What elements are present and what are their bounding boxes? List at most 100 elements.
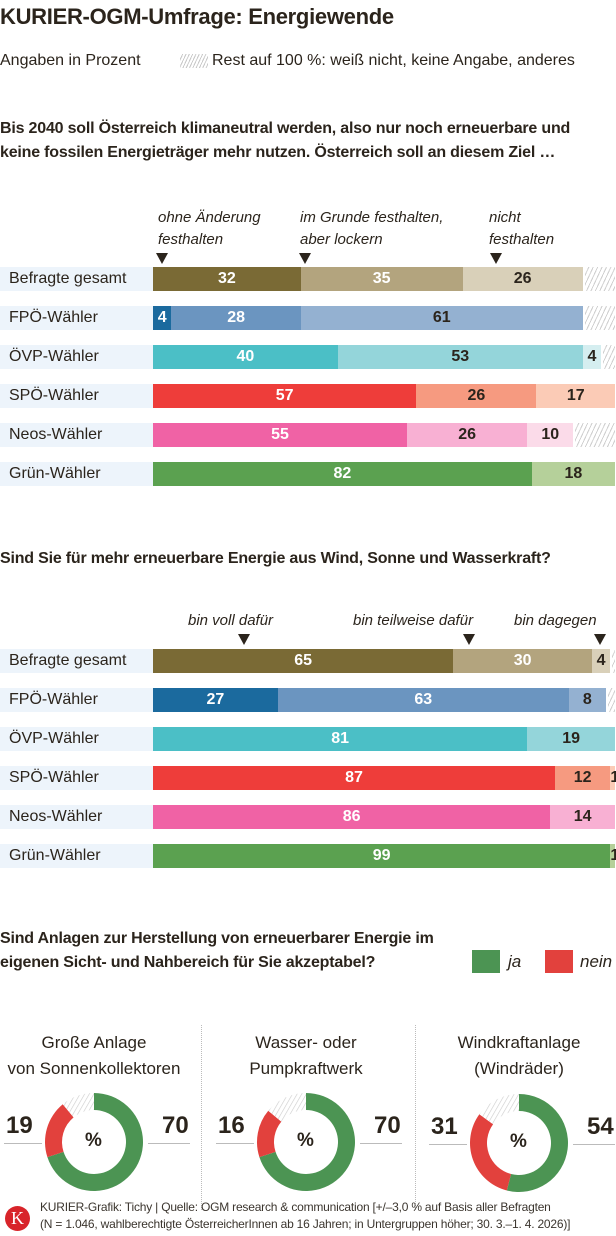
row-label: FPÖ-Wähler — [0, 687, 153, 712]
bar-segment: 99 — [153, 843, 611, 868]
leader-line — [216, 1143, 254, 1144]
donut-center-label: % — [297, 1130, 314, 1151]
kurier-logo: K — [5, 1206, 30, 1231]
row-label: Grün-Wähler — [0, 843, 153, 868]
bar-segment: 86 — [153, 804, 551, 829]
legend-ja-label: ja — [508, 952, 522, 971]
bar-rest-hatch — [584, 267, 615, 291]
donut-ja-slice — [47, 1093, 143, 1191]
bar-segment: 30 — [453, 649, 592, 673]
bar-segment: 40 — [153, 344, 338, 369]
arrow-down-icon — [490, 253, 502, 264]
legend-ja-swatch — [472, 950, 500, 973]
donut-title: Windkraftanlage — [457, 1033, 581, 1052]
donut-title: Große Anlage — [41, 1033, 147, 1052]
bar-segment: 26 — [416, 383, 537, 408]
category-header: bin teilweise dafür — [353, 612, 474, 629]
divider — [415, 1025, 416, 1210]
leader-line — [360, 1143, 402, 1144]
donut-title: Wasser- oder — [255, 1033, 357, 1052]
subtitle: Angaben in Prozent — [0, 52, 141, 69]
row-label: FPÖ-Wähler — [0, 305, 153, 330]
category-header: festhalten — [158, 231, 224, 248]
bar-segment: 63 — [277, 687, 569, 712]
divider — [201, 1025, 202, 1210]
row-label: SPÖ-Wähler — [0, 383, 153, 408]
bar-segment: 35 — [300, 267, 463, 291]
donut-ja-value: 70 — [374, 1112, 401, 1139]
bar-segment: 87 — [153, 765, 555, 790]
donut-center-label: % — [85, 1130, 102, 1151]
row-label: Grün-Wähler — [0, 461, 153, 486]
bar-segment: 12 — [554, 765, 611, 790]
arrow-down-icon — [238, 634, 250, 645]
donut-rest-slice — [62, 1093, 94, 1118]
bar-segment: 14 — [550, 804, 615, 829]
donut-ja-slice — [506, 1094, 569, 1193]
leader-line — [148, 1143, 190, 1144]
bar-segment: 55 — [153, 422, 408, 447]
donut-title: Pumpkraftwerk — [249, 1059, 363, 1078]
arrow-down-icon — [156, 253, 168, 264]
donut-ja-slice — [259, 1093, 355, 1191]
row-label: Befragte gesamt — [0, 649, 153, 673]
legend-nein-swatch — [545, 950, 573, 973]
arrow-down-icon — [299, 253, 311, 264]
row-label: ÖVP-Wähler — [0, 726, 153, 751]
donut-nein-slice — [44, 1104, 74, 1158]
source-line-2: (N = 1.046, wahlberechtigte Österreicher… — [40, 1217, 571, 1231]
category-header: festhalten — [489, 231, 555, 248]
question-3: Sind Anlagen zur Herstellung von erneuer… — [0, 930, 434, 971]
arrow-down-icon — [463, 634, 475, 645]
leader-line — [573, 1144, 615, 1145]
bar-segment: 27 — [153, 687, 278, 712]
category-header: nicht — [489, 209, 521, 226]
leader-line — [429, 1144, 467, 1145]
bar-segment: 32 — [153, 267, 301, 291]
bar-rest-hatch — [584, 305, 615, 330]
rest-note-text: Rest auf 100 %: weiß nicht, keine Angabe… — [212, 52, 575, 69]
bar-segment: 1 — [610, 843, 616, 868]
bar-segment: 4 — [582, 344, 602, 369]
bar-rest-hatch — [607, 687, 615, 712]
donut-ja-value: 70 — [162, 1112, 189, 1139]
bar-rest-hatch — [603, 344, 615, 369]
rest-note: Rest auf 100 %: weiß nicht, keine Angabe… — [180, 52, 575, 70]
legend-nein-label: nein — [580, 952, 613, 971]
category-header: im Grunde festhalten, — [300, 209, 444, 226]
source-note: KURIER-Grafik: Tichy | Quelle: OGM resea… — [40, 1199, 616, 1233]
bar-segment: 4 — [591, 649, 611, 673]
bar-segment: 19 — [527, 726, 615, 751]
category-header: ohne Änderung — [158, 209, 261, 226]
category-header: bin dagegen — [514, 612, 597, 629]
donut-center-label: % — [510, 1131, 527, 1152]
donut-nein-slice — [470, 1114, 512, 1191]
bar-rest-hatch — [612, 649, 615, 673]
bar-segment: 26 — [462, 267, 583, 291]
bar-rest-hatch — [575, 422, 615, 447]
row-label: Neos-Wähler — [0, 804, 153, 829]
bar-segment: 53 — [337, 344, 583, 369]
bar-segment: 26 — [407, 422, 528, 447]
question-1: Bis 2040 soll Österreich klimaneutral we… — [0, 120, 571, 161]
category-header: bin voll dafür — [188, 612, 274, 629]
bar-segment: 10 — [527, 422, 574, 447]
bar-segment: 18 — [531, 461, 615, 486]
bar-segment: 82 — [153, 461, 532, 486]
row-label: SPÖ-Wähler — [0, 765, 153, 790]
donut-rest-slice — [268, 1093, 306, 1122]
category-header: aber lockern — [300, 231, 383, 248]
bar-segment: 57 — [153, 383, 417, 408]
donut-nein-slice — [256, 1110, 282, 1158]
bar-segment: 17 — [536, 383, 615, 408]
donut-nein-value: 19 — [6, 1112, 33, 1139]
donut-rest-slice — [479, 1094, 519, 1125]
row-label: Befragte gesamt — [0, 267, 153, 291]
page-title: KURIER-OGM-Umfrage: Energiewende — [0, 4, 394, 29]
bar-segment: 65 — [153, 649, 454, 673]
bar-segment: 81 — [153, 726, 528, 751]
bar-segment: 1 — [610, 765, 616, 790]
leader-line — [4, 1143, 42, 1144]
bar-segment: 8 — [568, 687, 606, 712]
